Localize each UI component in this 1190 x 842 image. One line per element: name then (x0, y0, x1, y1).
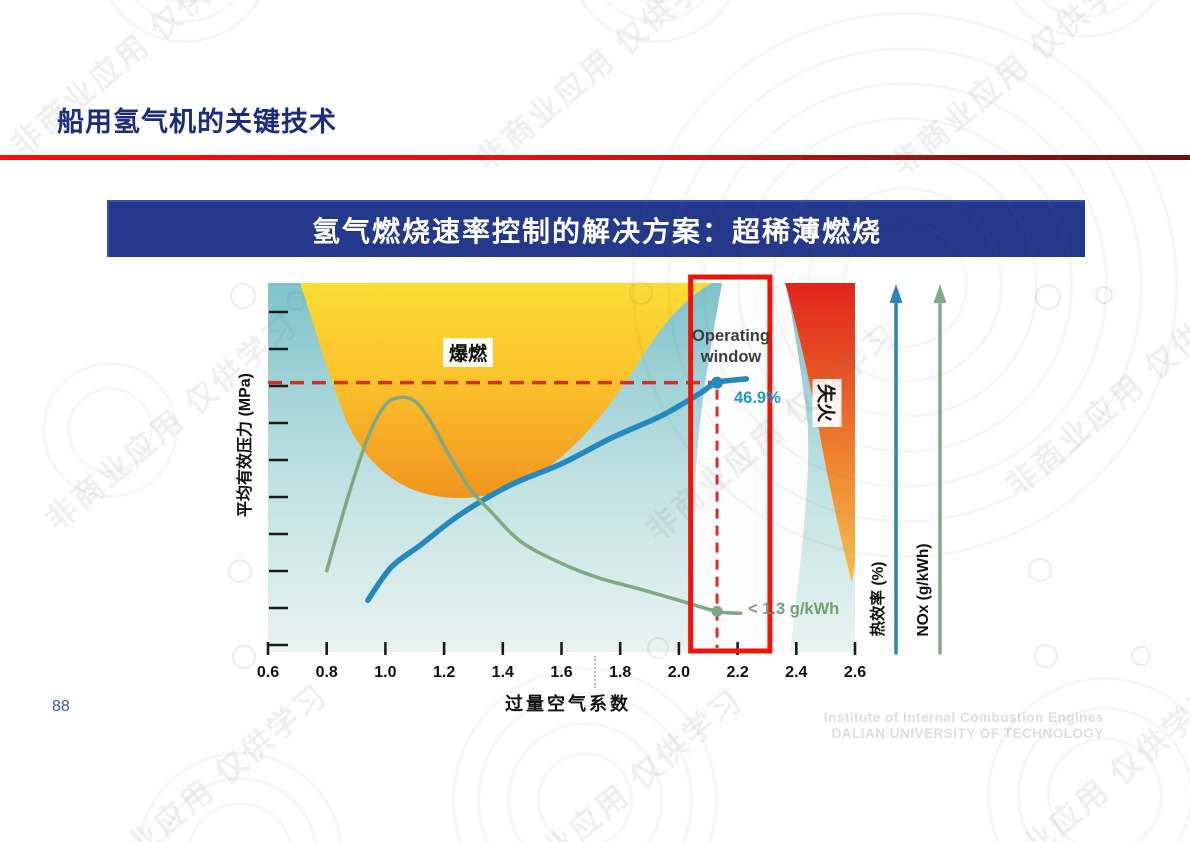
x-tick-label: 1.2 (432, 664, 456, 681)
institute-line1: Institute of Internal Combustion Engines (823, 710, 1104, 725)
operating-window-region (694, 283, 809, 651)
efficiency-axis-label: 热效率 (%) (870, 561, 887, 637)
efficiency-marker (711, 376, 724, 389)
knock-region-label: 爆燃 (443, 338, 494, 367)
x-axis-ticks (266, 642, 857, 655)
nox-curve (324, 395, 743, 616)
x-tick-label: 0.6 (256, 664, 280, 681)
knock-region (300, 283, 712, 498)
nox-axis-arrow (933, 284, 947, 655)
x-tick-label: 1.4 (491, 664, 514, 681)
efficiency-axis-arrow (889, 284, 903, 655)
x-tick-label: 0.8 (315, 664, 338, 681)
efficiency-value-annotation: 46.9% (734, 389, 781, 407)
x-tick-label: 2.4 (785, 664, 808, 681)
x-axis-label: 过量空气系数 (505, 694, 631, 714)
nox-value-annotation: < 1.3 g/kWh (748, 600, 840, 618)
y-axis-ticks (269, 310, 288, 647)
x-tick-label: 1.8 (609, 664, 632, 681)
tick-divider-line (594, 656, 596, 688)
x-tick-label: 2.0 (667, 664, 691, 681)
misfire-region (785, 283, 855, 583)
x-tick-label: 2.6 (843, 664, 867, 681)
misfire-region-label: 失火 (812, 378, 842, 428)
operating-window-label: Operating window (692, 327, 770, 367)
x-tick-label: 1.0 (374, 664, 397, 681)
institute-line2: DALIAN UNIVERSITY OF TECHNOLOGY (831, 725, 1104, 741)
nox-axis-label: NOx (g/kWh) (915, 543, 932, 637)
section-banner-text: 氢气燃烧速率控制的解决方案：超稀薄燃烧 (311, 215, 882, 247)
page-title: 船用氢气机的关键技术 (57, 107, 337, 137)
section-banner: 氢气燃烧速率控制的解决方案：超稀薄燃烧 (107, 200, 1085, 257)
page-number: 88 (52, 698, 70, 715)
institute-credit: Institute of Internal Combustion Engines… (824, 710, 1104, 742)
efficiency-curve (365, 376, 750, 604)
operating-window-outline (688, 274, 773, 654)
nox-marker (711, 605, 723, 617)
x-tick-label: 1.6 (550, 664, 573, 681)
x-tick-label: 2.2 (726, 664, 749, 681)
title-separator-line (0, 155, 1190, 160)
y-axis-label: 平均有效压力 (MPa) (237, 372, 254, 518)
